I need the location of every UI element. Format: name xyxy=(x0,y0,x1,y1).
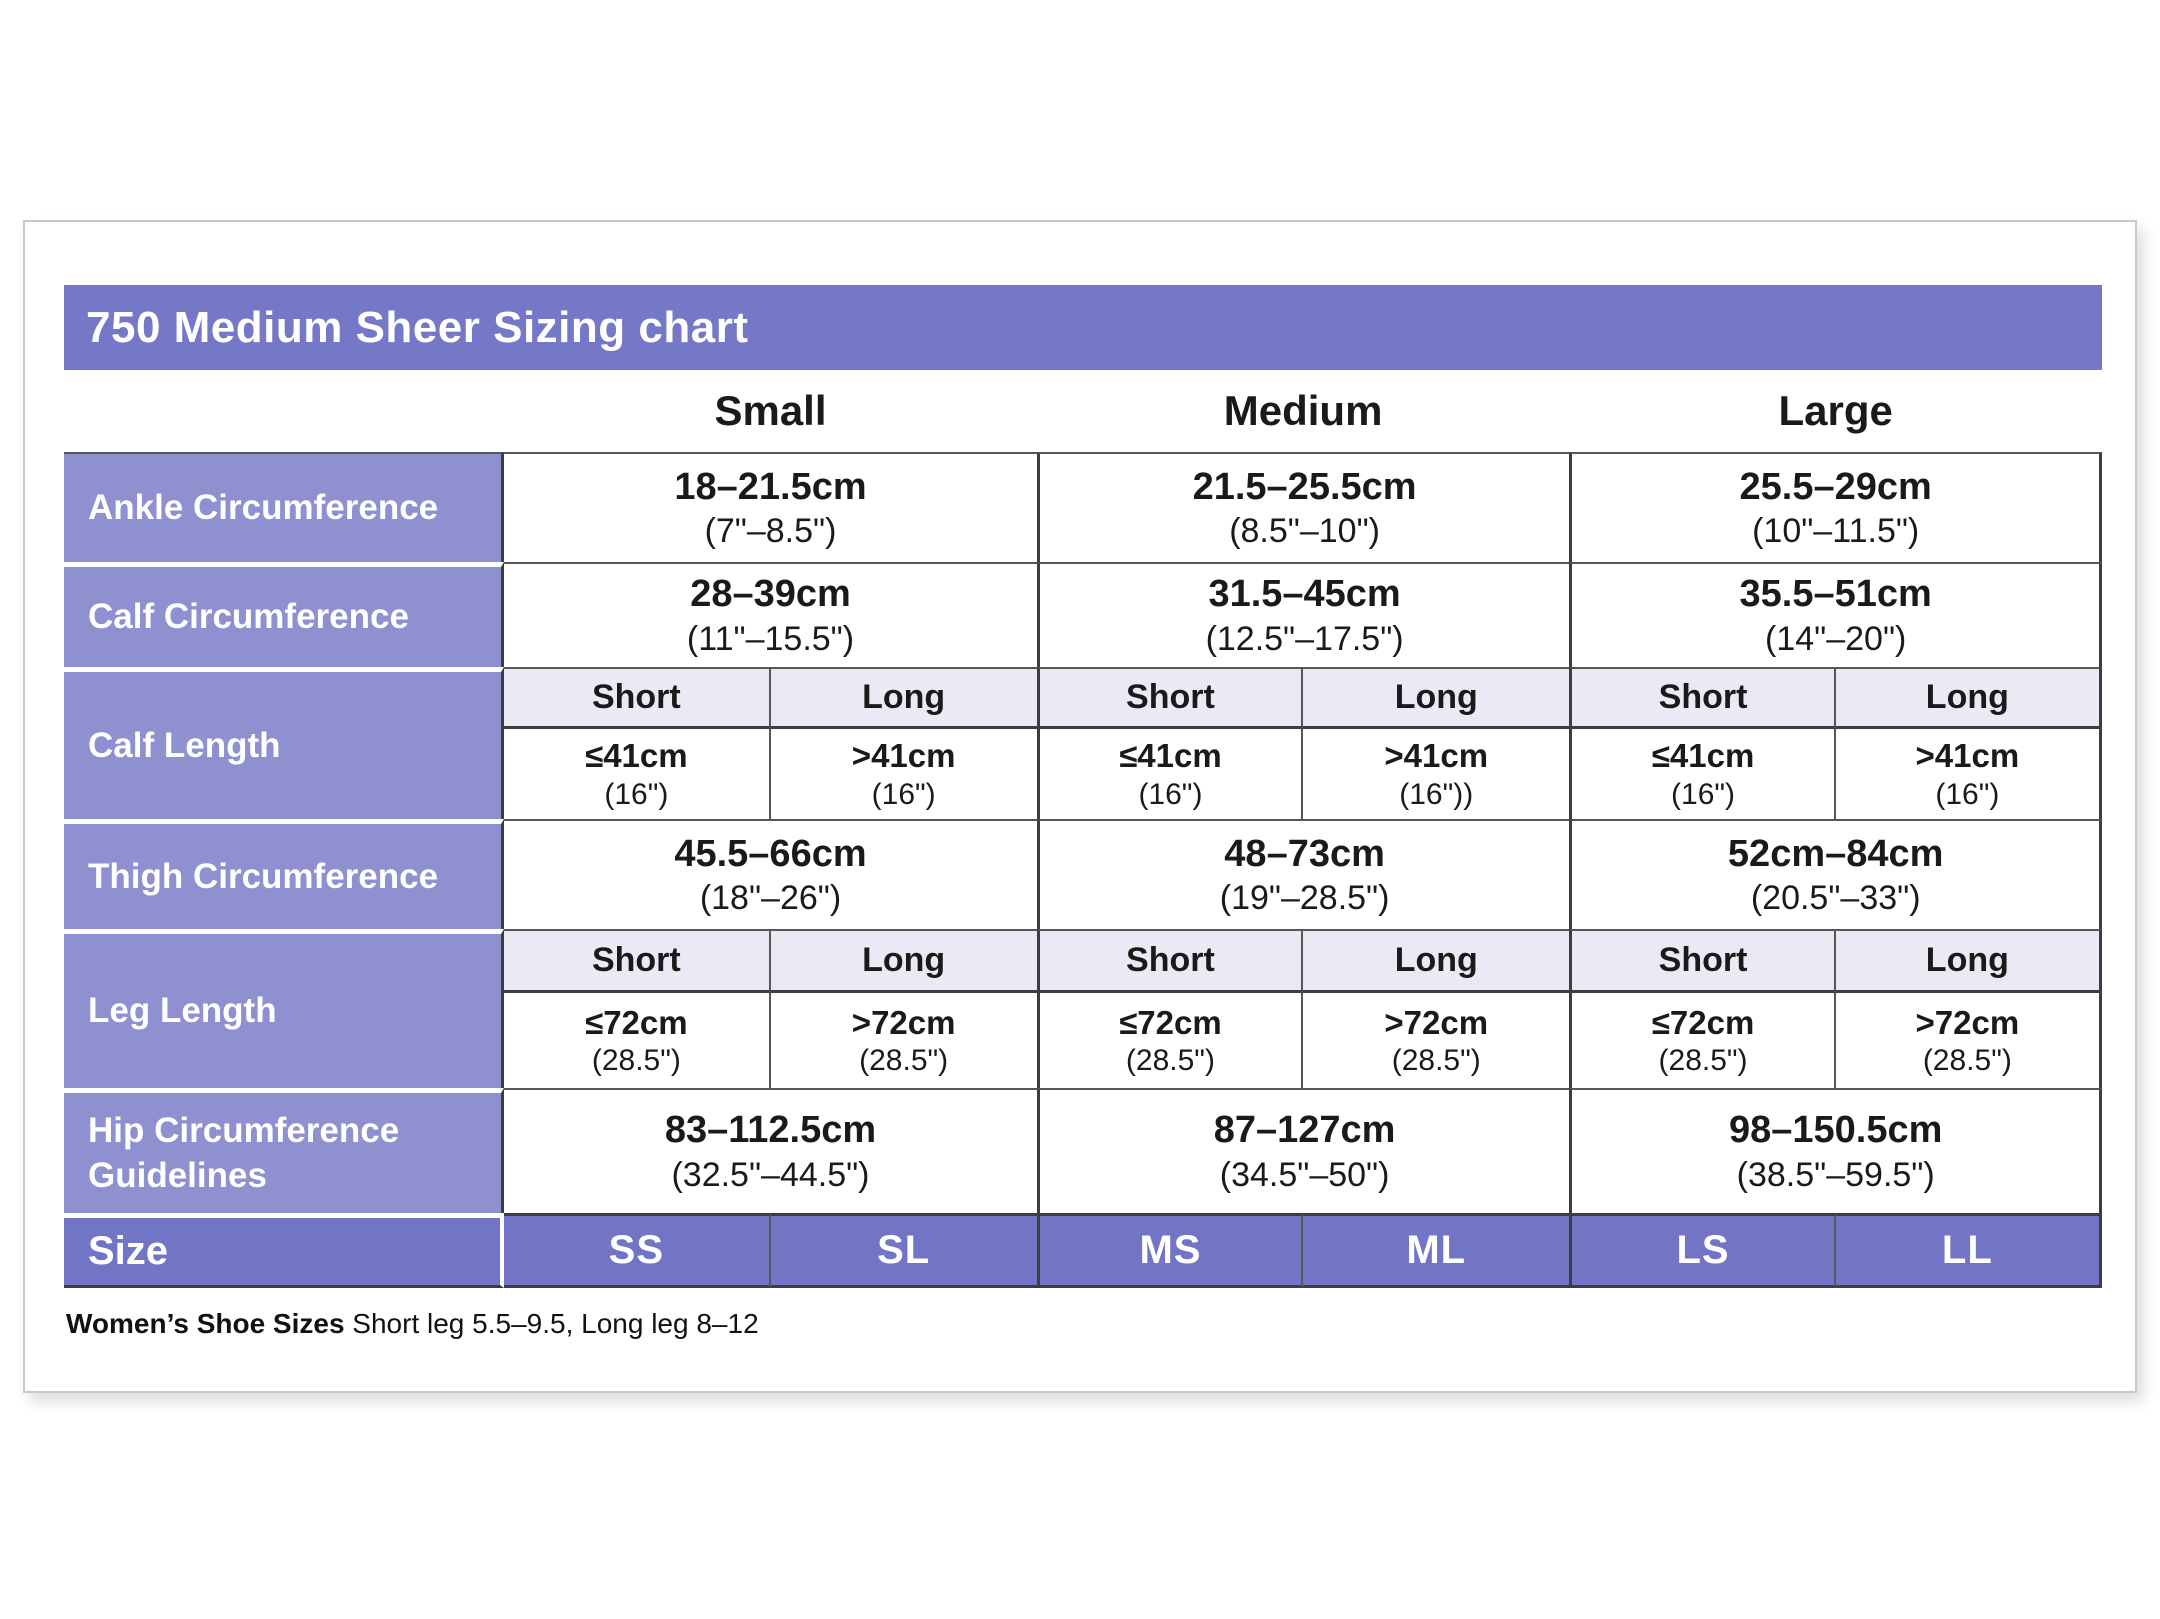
cell-leg-length-ml: >72cm (28.5") xyxy=(1303,993,1570,1088)
size-value-ss: SS xyxy=(504,1213,771,1288)
size-group-header-row: Small Medium Large xyxy=(64,370,2102,452)
row-label-thigh-circumference: Thigh Circumference xyxy=(64,819,505,929)
sizing-chart-card: 750 Medium Sheer Sizing chart Small Medi… xyxy=(23,220,2137,1393)
subheader-calf-medium-short: Short xyxy=(1036,667,1304,729)
footnote-label: Women’s Shoe Sizes xyxy=(66,1308,345,1339)
cell-leg-length-ls: ≤72cm (28.5") xyxy=(1569,993,1836,1088)
cell-thigh-small: 45.5–66cm (18"–26") xyxy=(504,819,1037,929)
subheader-calf-large-short: Short xyxy=(1569,667,1836,729)
row-label-leg-length: Leg Length xyxy=(64,929,505,1088)
size-group-header-medium: Medium xyxy=(1223,387,1383,434)
cell-calf-length-ls: ≤41cm (16") xyxy=(1569,729,1836,819)
cell-leg-length-sl: >72cm (28.5") xyxy=(770,993,1037,1088)
cell-calf-circ-medium: 31.5–45cm (12.5"–17.5") xyxy=(1036,562,1570,667)
size-value-ml: ML xyxy=(1303,1213,1570,1288)
subheader-calf-large-long: Long xyxy=(1835,667,2102,729)
cell-hip-small: 83–112.5cm (32.5"–44.5") xyxy=(504,1088,1037,1213)
cell-hip-medium: 87–127cm (34.5"–50") xyxy=(1036,1088,1570,1213)
subheader-calf-small-long: Long xyxy=(770,667,1037,729)
cell-calf-circ-small: 28–39cm (11"–15.5") xyxy=(504,562,1037,667)
size-group-header-small: Small xyxy=(714,387,827,434)
footnote-text: Short leg 5.5–9.5, Long leg 8–12 xyxy=(344,1308,759,1339)
size-value-sl: SL xyxy=(770,1213,1037,1288)
subheader-leg-small-long: Long xyxy=(770,929,1037,993)
cell-leg-length-ms: ≤72cm (28.5") xyxy=(1036,993,1304,1088)
row-label-ankle-circumference: Ankle Circumference xyxy=(64,452,505,562)
cell-ankle-large: 25.5–29cm (10"–11.5") xyxy=(1569,452,2102,562)
cell-ankle-medium: 21.5–25.5cm (8.5"–10") xyxy=(1036,452,1570,562)
group-header-spacer xyxy=(64,370,504,452)
cell-calf-length-sl: >41cm (16") xyxy=(770,729,1037,819)
subheader-calf-small-short: Short xyxy=(504,667,771,729)
chart-title-bar: 750 Medium Sheer Sizing chart xyxy=(64,285,2102,370)
row-label-size: Size xyxy=(64,1213,505,1288)
cell-calf-length-ss: ≤41cm (16") xyxy=(504,729,771,819)
subheader-leg-medium-short: Short xyxy=(1036,929,1304,993)
cell-thigh-medium: 48–73cm (19"–28.5") xyxy=(1036,819,1570,929)
cell-calf-length-ms: ≤41cm (16") xyxy=(1036,729,1304,819)
subheader-calf-medium-long: Long xyxy=(1303,667,1570,729)
row-label-calf-circumference: Calf Circumference xyxy=(64,562,505,667)
cell-calf-length-ll: >41cm (16") xyxy=(1835,729,2102,819)
subheader-leg-small-short: Short xyxy=(504,929,771,993)
subheader-leg-large-long: Long xyxy=(1835,929,2102,993)
subheader-leg-large-short: Short xyxy=(1569,929,1836,993)
row-label-calf-length: Calf Length xyxy=(64,667,505,819)
cell-ankle-small: 18–21.5cm (7"–8.5") xyxy=(504,452,1037,562)
size-group-header-large: Large xyxy=(1778,387,1893,434)
cell-leg-length-ss: ≤72cm (28.5") xyxy=(504,993,771,1088)
size-value-ll: LL xyxy=(1835,1213,2102,1288)
footnote: Women’s Shoe Sizes Short leg 5.5–9.5, Lo… xyxy=(66,1308,759,1340)
cell-calf-length-ml: >41cm (16")) xyxy=(1303,729,1570,819)
sizing-table: Ankle Circumference 18–21.5cm (7"–8.5") … xyxy=(64,452,2102,1288)
cell-thigh-large: 52cm–84cm (20.5"–33") xyxy=(1569,819,2102,929)
size-value-ms: MS xyxy=(1036,1213,1304,1288)
row-label-hip-circumference-guidelines: Hip Circumference Guidelines xyxy=(64,1088,505,1213)
cell-leg-length-ll: >72cm (28.5") xyxy=(1835,993,2102,1088)
subheader-leg-medium-long: Long xyxy=(1303,929,1570,993)
size-value-ls: LS xyxy=(1569,1213,1836,1288)
cell-hip-large: 98–150.5cm (38.5"–59.5") xyxy=(1569,1088,2102,1213)
chart-title: 750 Medium Sheer Sizing chart xyxy=(86,302,749,352)
cell-calf-circ-large: 35.5–51cm (14"–20") xyxy=(1569,562,2102,667)
